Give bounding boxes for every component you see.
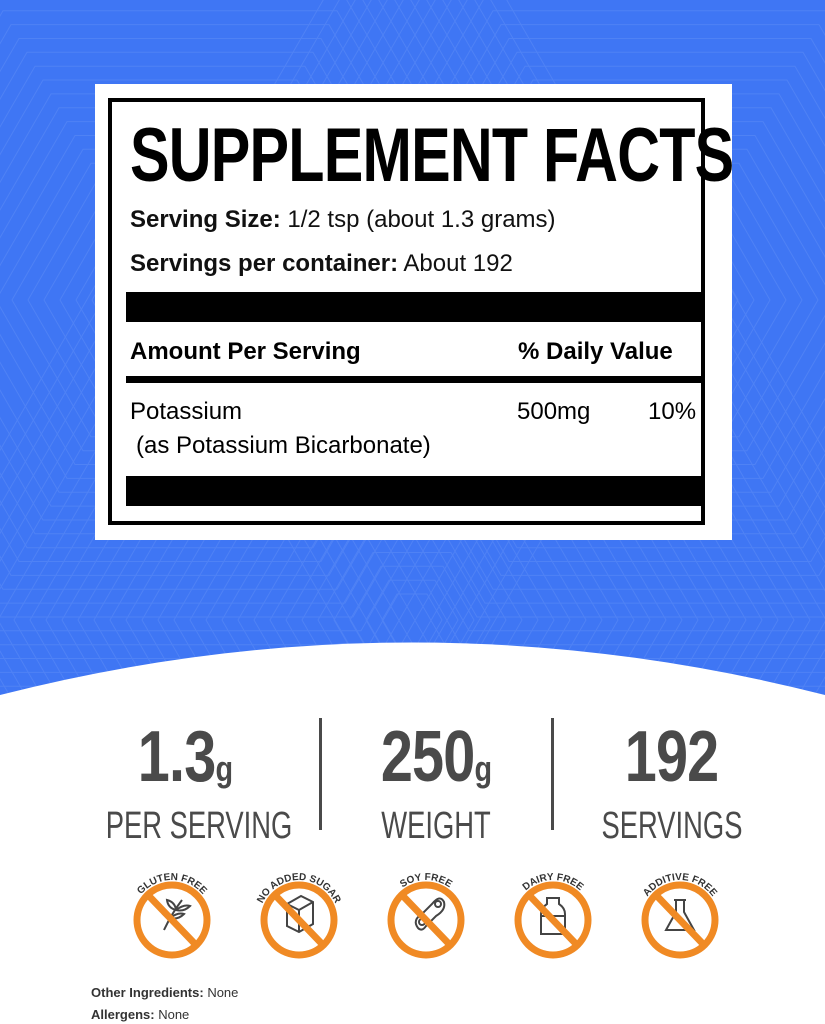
prohibited-circle-icon (387, 881, 465, 959)
other-ingredients-label: Other Ingredients: (91, 985, 204, 1000)
amount-header: Amount Per Serving (130, 338, 361, 365)
nutrient-dv: 10% (648, 398, 697, 425)
serving-size-label: Serving Size: (130, 206, 281, 233)
badge-no-added-sugar: NO ADDED SUGAR (249, 858, 349, 968)
serving-size: Serving Size: 1/2 tsp (about 1.3 grams) (130, 206, 556, 234)
allergens: Allergens: None (91, 1007, 189, 1022)
supplement-facts-label: SUPPLEMENT FACTS Serving Size: 1/2 tsp (… (95, 84, 734, 540)
prohibited-circle-icon (514, 881, 592, 959)
allergens-value: None (158, 1007, 190, 1022)
badge-soy-free: SOY FREE (376, 858, 476, 968)
nutrient-name: Potassium (130, 398, 243, 425)
flask-icon (664, 899, 696, 931)
nutrient-source: (as Potassium Bicarbonate) (136, 432, 431, 459)
stat-caption: SERVINGS (601, 805, 743, 847)
stat-number: 1.3 (137, 717, 216, 797)
servings-value: About 192 (403, 250, 513, 277)
prohibited-slash (653, 892, 707, 948)
stat-servings: 192 SERVINGS (562, 721, 782, 848)
stat-weight: 250g WEIGHT (326, 721, 546, 848)
serving-size-value: 1/2 tsp (about 1.3 grams) (287, 206, 556, 233)
stat-divider (319, 718, 322, 830)
servings-per-container: Servings per container: About 192 (130, 250, 513, 278)
prohibited-slash (399, 892, 453, 948)
prohibited-slash (145, 892, 199, 948)
badge-gluten-free: GLUTEN FREE (122, 858, 222, 968)
stat-caption: PER SERVING (105, 805, 293, 847)
thick-divider (126, 292, 701, 322)
prohibited-slash (526, 892, 580, 948)
stat-value: 192 (625, 721, 720, 804)
prohibited-circle-icon (641, 881, 719, 959)
stat-number: 192 (625, 717, 720, 797)
stat-value: 250g (381, 721, 492, 804)
dv-header: % Daily Value (518, 338, 673, 365)
prohibited-slash (272, 892, 326, 948)
allergens-label: Allergens: (91, 1007, 155, 1022)
bottom-bar (126, 476, 701, 506)
nutrient-amount: 500mg (517, 398, 591, 425)
stat-number: 250 (380, 717, 476, 797)
stat-divider (551, 718, 554, 830)
stat-value: 1.3g (138, 721, 233, 804)
badge-dairy-free: DAIRY FREE (503, 858, 603, 968)
label-border: SUPPLEMENT FACTS Serving Size: 1/2 tsp (… (108, 98, 734, 525)
label-title: SUPPLEMENT FACTS (130, 113, 734, 198)
other-ingredients-value: None (207, 985, 239, 1000)
servings-label: Servings per container: (130, 250, 399, 277)
stat-unit: g (474, 748, 492, 789)
stat-unit: g (215, 748, 233, 789)
prohibited-circle-icon (133, 881, 211, 959)
prohibited-circle-icon (260, 881, 338, 959)
stat-caption: WEIGHT (381, 805, 491, 847)
badge-additive-free: ADDITIVE FREE (630, 858, 730, 968)
other-ingredients: Other Ingredients: None (91, 985, 238, 1000)
divider (126, 376, 701, 383)
stat-per-serving: 1.3g PER SERVING (75, 721, 295, 848)
